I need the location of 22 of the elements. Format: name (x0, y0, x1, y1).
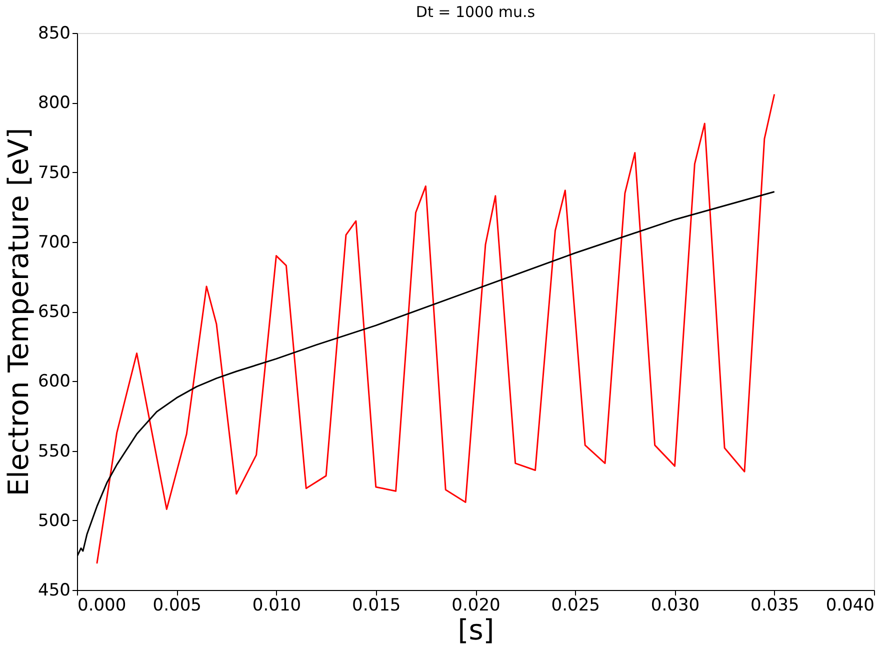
y-tick-label: 650 (38, 302, 70, 322)
x-tick-label: 0.005 (152, 596, 202, 616)
y-tick-label: 550 (38, 441, 70, 462)
y-tick-label: 850 (38, 24, 70, 44)
x-tick-label: 0.025 (551, 596, 600, 616)
x-tick-label: 0.030 (650, 596, 700, 616)
x-tick-label: 0.000 (78, 596, 126, 616)
y-tick-label: 450 (38, 580, 70, 600)
y-tick-label: 700 (38, 232, 70, 252)
y-axis-title: Electron Temperature [eV] (2, 128, 36, 496)
x-tick-label: 0.010 (252, 596, 302, 616)
y-tick-label: 800 (38, 93, 70, 114)
y-tick-label: 750 (38, 162, 70, 183)
x-tick-label: 0.015 (352, 596, 401, 616)
x-tick-label: 0.020 (452, 596, 500, 616)
y-tick-label: 500 (38, 510, 70, 531)
x-tick-label: 0.040 (826, 596, 874, 616)
chart-title: Dt = 1000 mu.s (416, 3, 536, 21)
line-series (96, 94, 776, 564)
x-axis-title: [s] (458, 614, 494, 646)
y-tick-label: 600 (38, 372, 70, 392)
x-tick-label: 0.035 (750, 596, 800, 616)
